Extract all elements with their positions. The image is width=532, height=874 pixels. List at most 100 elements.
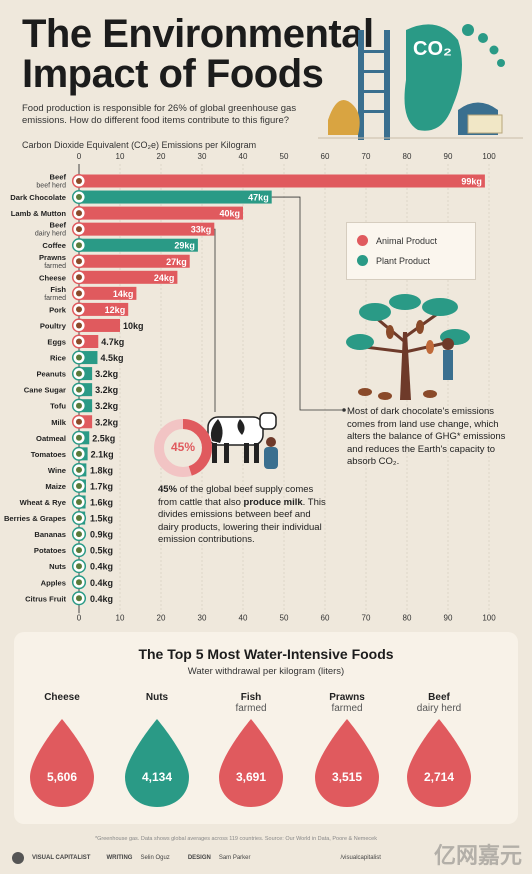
water-item-sub: [117, 703, 197, 715]
bar: [79, 270, 178, 284]
legend-label-plant: Plant Product: [376, 255, 431, 266]
water-item-name: Fish: [240, 692, 262, 703]
data-label: 10kg: [123, 321, 144, 331]
data-label: 0.4kg: [90, 578, 113, 588]
category-label: Beef: [50, 173, 67, 182]
footprint-illustration: [318, 24, 523, 140]
x-tick-label-top: 100: [482, 152, 496, 161]
water-drop-icon: 4,134: [125, 719, 189, 807]
x-tick-label-bottom: 40: [239, 613, 248, 622]
data-label: 0.4kg: [90, 594, 113, 604]
x-tick-label-top: 0: [77, 152, 82, 161]
water-item-sub: farmed: [331, 703, 363, 714]
x-tick-label-bottom: 10: [116, 613, 125, 622]
x-tick-label-top: 20: [157, 152, 166, 161]
footer: VISUAL CAPITALIST WRITING Selin Oguz DES…: [12, 852, 389, 864]
data-label: 14kg: [113, 289, 134, 299]
category-label: Cheese: [39, 273, 66, 282]
water-item-sub: farmed: [235, 703, 267, 714]
water-drop: [219, 719, 283, 807]
water-item-sub: [22, 703, 102, 715]
food-icon-fill: [76, 194, 82, 201]
data-label: 24kg: [154, 273, 175, 283]
category-label: Berries & Grapes: [4, 514, 66, 523]
food-icon-fill: [76, 386, 82, 393]
writing-label: WRITING: [106, 855, 133, 861]
bar: [79, 318, 120, 332]
category-label: Lamb & Mutton: [11, 209, 67, 218]
category-label: Dark Chocolate: [10, 193, 66, 202]
bar: [79, 222, 215, 236]
food-icon-fill: [76, 499, 82, 505]
water-drop-icon: 3,691: [219, 719, 283, 807]
water-value: 2,714: [424, 770, 454, 784]
x-tick-label-top: 70: [362, 152, 371, 161]
data-label: 29kg: [174, 241, 195, 251]
x-tick-label-top: 10: [116, 152, 125, 161]
intro-text: Food production is responsible for 26% o…: [22, 103, 297, 126]
food-icon-fill: [76, 370, 82, 377]
legend-dot-plant: [357, 255, 368, 266]
category-label: Tomatoes: [31, 450, 66, 459]
x-tick-label-top: 90: [444, 152, 453, 161]
food-icon-fill: [76, 466, 82, 473]
food-icon-fill: [76, 563, 82, 570]
x-tick-label-bottom: 30: [198, 613, 207, 622]
food-icon-fill: [76, 434, 82, 441]
food-icon-fill: [76, 210, 82, 217]
food-icon-fill: [76, 242, 82, 249]
water-item-name: Nuts: [145, 692, 169, 703]
co2-badge: CO₂: [413, 38, 452, 60]
chocolate-note: Most of dark chocolate's emissions comes…: [347, 406, 506, 467]
water-item: Prawns farmed 3,515: [307, 692, 387, 820]
title-line-1: The Environmental: [22, 12, 374, 56]
brand-logo-icon: [12, 852, 24, 864]
beef-note-bold: produce milk: [243, 496, 303, 508]
page-title: The Environmental Impact of Foods: [22, 14, 382, 94]
category-label: Poultry: [40, 321, 67, 330]
data-label: 33kg: [191, 225, 212, 235]
food-icon-fill: [76, 338, 82, 345]
food-icon-fill: [76, 322, 82, 329]
data-label: 3.2kg: [95, 385, 118, 395]
water-item-name: Prawns: [329, 692, 365, 703]
water-value: 5,606: [47, 770, 77, 784]
food-icon-fill: [76, 226, 82, 233]
category-label: Beef: [50, 221, 67, 230]
bar: [79, 238, 198, 252]
food-icon-fill: [76, 354, 82, 361]
beef-dairy-donut: [154, 419, 212, 477]
category-label: Eggs: [47, 338, 66, 347]
data-label: 2.5kg: [92, 433, 115, 443]
data-label: 0.9kg: [90, 530, 113, 540]
food-icon-fill: [76, 547, 82, 554]
water-drop: [315, 719, 379, 807]
water-item: Fish farmed 3,691: [211, 692, 291, 820]
chart-legend: Animal Product Plant Product: [346, 222, 476, 280]
x-tick-label-top: 40: [239, 152, 248, 161]
category-label: Maize: [45, 482, 66, 491]
writing-credit: Selin Oguz: [140, 855, 170, 861]
x-tick-label-bottom: 0: [77, 613, 82, 622]
food-icon-fill: [76, 306, 82, 313]
category-label: Wine: [48, 466, 66, 475]
donut-label: 45%: [170, 440, 196, 454]
data-label: 1.8kg: [90, 465, 113, 475]
category-sublabel: farmed: [44, 263, 66, 270]
social-handle: /visualcapitalist: [340, 855, 381, 861]
water-drop-icon: 3,515: [315, 719, 379, 807]
title-line-2: Impact of Foods: [22, 52, 324, 96]
water-value: 3,691: [236, 770, 266, 784]
bar: [79, 286, 137, 300]
category-label: Milk: [51, 418, 67, 427]
brand-name: VISUAL CAPITALIST: [32, 855, 91, 861]
water-value: 3,515: [332, 770, 362, 784]
category-label: Bananas: [34, 530, 66, 539]
water-drop: [407, 719, 471, 807]
legend-label-animal: Animal Product: [376, 235, 438, 246]
data-label: 0.5kg: [90, 546, 113, 556]
watermark: 亿网嘉元: [433, 843, 522, 868]
beef-note: 45% of the global beef supply comes from…: [158, 484, 333, 547]
category-sublabel: farmed: [44, 295, 66, 302]
x-tick-label-bottom: 20: [157, 613, 166, 622]
